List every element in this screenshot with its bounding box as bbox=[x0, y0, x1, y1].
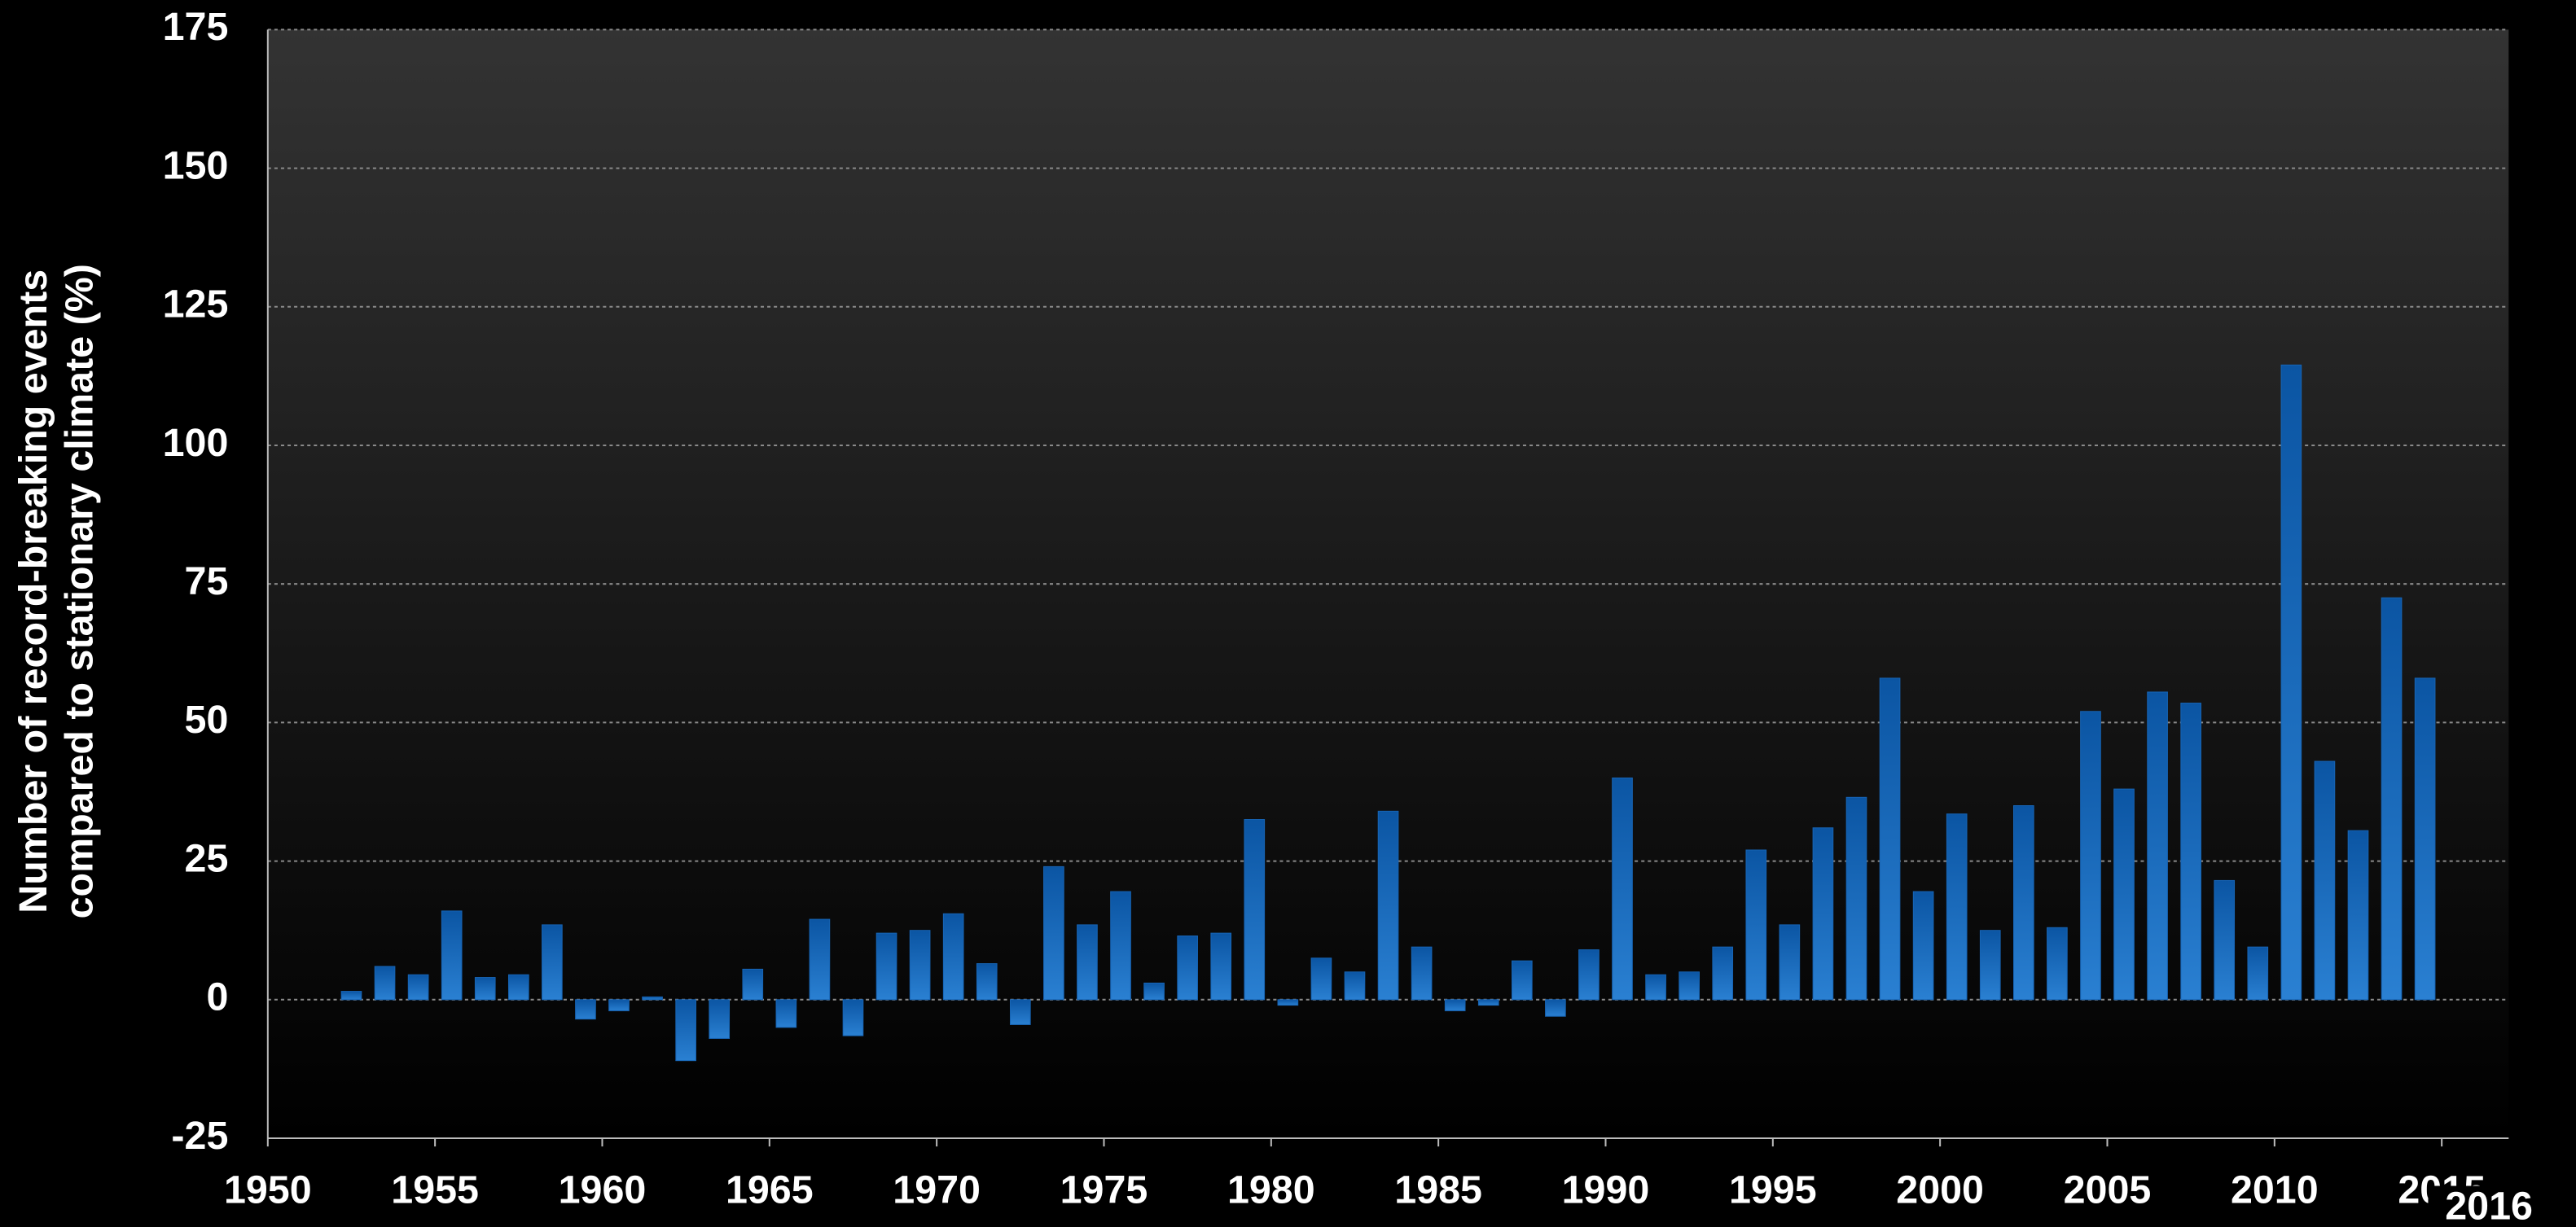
y-tick-label: 0 bbox=[206, 975, 228, 1019]
bar bbox=[2047, 927, 2068, 1001]
bar bbox=[675, 999, 696, 1062]
annotation: 2016 bbox=[2445, 1185, 2533, 1227]
bar bbox=[1110, 891, 1131, 1001]
x-tick-label: 1955 bbox=[391, 1168, 479, 1212]
bar bbox=[1879, 677, 1901, 1001]
bar bbox=[542, 924, 563, 1001]
bar bbox=[642, 996, 663, 1001]
x-tick-label: 1970 bbox=[893, 1168, 981, 1212]
bar bbox=[1612, 777, 1633, 1001]
bar bbox=[2180, 703, 2201, 1001]
bar bbox=[340, 991, 362, 1001]
bar bbox=[909, 930, 931, 1001]
bar bbox=[809, 918, 831, 1001]
y-tick-label: 125 bbox=[163, 283, 229, 326]
x-tick-label: 1980 bbox=[1227, 1168, 1315, 1212]
x-tick-label: 1960 bbox=[559, 1168, 647, 1212]
bar bbox=[2314, 760, 2336, 1001]
bar bbox=[1377, 810, 1399, 1001]
bar bbox=[1812, 827, 1834, 1001]
bar bbox=[474, 977, 496, 1001]
bar bbox=[1712, 946, 1734, 1001]
bar bbox=[1009, 999, 1031, 1025]
bar bbox=[2080, 711, 2101, 1001]
annotation-background bbox=[2428, 1185, 2576, 1227]
y-label-line: compared to stationary climate (%) bbox=[58, 264, 102, 918]
y-tick-label: 75 bbox=[185, 559, 229, 603]
bar bbox=[709, 999, 731, 1039]
bar bbox=[575, 999, 596, 1020]
bar bbox=[2113, 788, 2135, 1001]
x-tick-label: 1995 bbox=[1729, 1168, 1817, 1212]
bar bbox=[1043, 865, 1064, 1001]
bar bbox=[1679, 971, 1700, 1001]
x-tick-label: 2000 bbox=[1896, 1168, 1984, 1212]
x-tick-label: 1965 bbox=[726, 1168, 814, 1212]
bar bbox=[1244, 819, 1266, 1001]
bar bbox=[2381, 597, 2403, 1001]
bar bbox=[1912, 891, 1934, 1001]
bar bbox=[775, 999, 797, 1028]
bar bbox=[742, 968, 764, 1001]
bar bbox=[374, 966, 396, 1001]
bar bbox=[1779, 924, 1801, 1001]
bar bbox=[1946, 813, 1968, 1001]
bar bbox=[1845, 796, 1867, 1001]
bar bbox=[608, 999, 630, 1011]
bar bbox=[875, 932, 897, 1001]
x-tick-label: 2010 bbox=[2231, 1168, 2319, 1212]
bar bbox=[1210, 932, 1232, 1001]
bar bbox=[441, 910, 463, 1001]
bar bbox=[976, 963, 998, 1001]
bar bbox=[2347, 830, 2369, 1001]
bar bbox=[1477, 999, 1499, 1006]
y-tick-label: 100 bbox=[163, 421, 229, 465]
bar bbox=[1177, 936, 1198, 1001]
y-tick-label: 150 bbox=[163, 143, 229, 187]
y-label-line: Number of record-breaking events bbox=[11, 270, 55, 914]
bar bbox=[2214, 879, 2236, 1001]
bar bbox=[507, 974, 529, 1001]
bar bbox=[2147, 691, 2168, 1001]
bar bbox=[1077, 924, 1098, 1001]
y-tick-label: -25 bbox=[171, 1114, 228, 1158]
bar bbox=[2012, 805, 2034, 1001]
bar bbox=[842, 999, 864, 1036]
bar bbox=[942, 913, 964, 1001]
bar bbox=[1344, 971, 1366, 1001]
bar bbox=[1143, 982, 1165, 1001]
bar bbox=[407, 974, 429, 1001]
y-axis-label: Number of record-breaking events compare… bbox=[11, 264, 101, 918]
bar bbox=[1511, 960, 1533, 1001]
bar bbox=[1979, 930, 2001, 1001]
bar bbox=[1545, 999, 1566, 1017]
bar bbox=[1578, 949, 1600, 1001]
x-tick-label: 1950 bbox=[224, 1168, 312, 1212]
bar bbox=[1310, 957, 1332, 1001]
bar bbox=[2280, 364, 2302, 1001]
bar bbox=[2414, 677, 2436, 1001]
x-tick-label: 2005 bbox=[2064, 1168, 2152, 1212]
bar bbox=[1745, 849, 1767, 1001]
y-tick-label: 25 bbox=[185, 836, 229, 880]
bar bbox=[1645, 974, 1666, 1001]
x-tick-label: 1975 bbox=[1060, 1168, 1148, 1212]
bar bbox=[1444, 999, 1466, 1011]
bar bbox=[1277, 999, 1299, 1006]
x-tick-label: 1985 bbox=[1394, 1168, 1482, 1212]
x-tick-label: 1990 bbox=[1562, 1168, 1650, 1212]
bar bbox=[2247, 946, 2269, 1001]
y-tick-label: 175 bbox=[163, 5, 229, 49]
bar bbox=[1411, 946, 1433, 1001]
y-tick-label: 50 bbox=[185, 698, 229, 742]
